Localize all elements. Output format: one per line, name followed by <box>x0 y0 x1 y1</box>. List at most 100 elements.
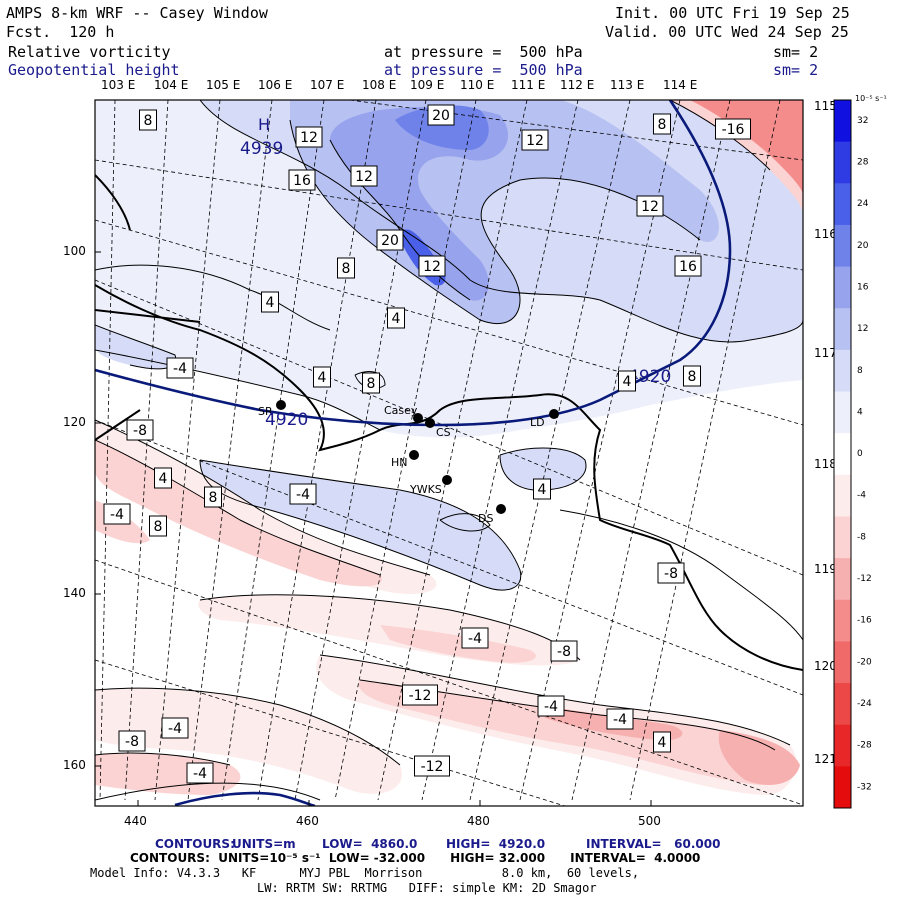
colorbar-swatch <box>834 183 851 226</box>
vort-label-box <box>149 515 167 537</box>
vort-label-box <box>533 478 551 500</box>
vort-label: 8 <box>144 113 153 129</box>
vort-label-box <box>337 257 355 279</box>
vort-label-box <box>418 255 446 277</box>
vort-label-box <box>657 562 685 584</box>
colorbar-level-label: -16 <box>857 616 872 626</box>
vort-label: -4 <box>468 631 482 647</box>
vort-fill-positive <box>395 105 489 150</box>
height-label: 4920 <box>265 410 308 430</box>
station-casey-dot <box>413 413 423 423</box>
station-ds-dot <box>496 504 506 514</box>
colorbar-swatch <box>834 391 851 434</box>
vort-label-box <box>537 695 565 717</box>
colorbar-swatch <box>834 308 851 351</box>
vort-label-box <box>139 109 157 131</box>
y-tick-label: 140 <box>63 586 86 600</box>
vort-label: 12 <box>423 259 441 275</box>
vort-fill-positive <box>95 325 176 369</box>
vort-label-box <box>376 229 404 251</box>
field1-name: Relative vorticity <box>8 43 171 61</box>
vort-label: -16 <box>722 122 745 138</box>
station-label-sr: SR <box>258 405 273 418</box>
colorbar-swatch <box>834 558 851 601</box>
colorbar-swatch <box>834 599 851 642</box>
vort-label-box <box>204 486 222 508</box>
vort-label: -8 <box>133 423 147 439</box>
y-tick-label: 100 <box>63 244 86 258</box>
station-ywks-dot <box>442 475 452 485</box>
plot-area: SR Casey CS LD HN YWKS DS 4939 4920 4920… <box>95 100 803 806</box>
lon-label: 107 E <box>310 78 345 92</box>
vort-label-box <box>653 113 671 135</box>
colorbar-unit: 10⁻⁵ s⁻¹ <box>855 94 887 103</box>
footer-physics-info: LW: RRTM SW: RRTMG DIFF: simple KM: 2D S… <box>257 881 597 895</box>
colorbar-level-label: -12 <box>857 574 872 584</box>
vort-label-box <box>350 165 378 187</box>
footer-height-low: LOW= 4860.0 <box>322 837 418 851</box>
valid-time: Valid. 00 UTC Wed 24 Sep 25 <box>605 23 849 41</box>
vort-label-box <box>683 365 701 387</box>
forecast-hour: Fcst. 120 h <box>6 23 115 41</box>
x-tick-label: 440 <box>124 814 147 828</box>
station-ld-dot <box>549 409 559 419</box>
vort-label-box <box>288 169 316 191</box>
station-sr-dot <box>276 400 286 410</box>
vort-label-box <box>103 503 131 525</box>
geopotential-contours <box>95 100 732 806</box>
station-label-ywks: YWKS <box>409 483 442 496</box>
colorbar-level-label: -8 <box>857 532 866 542</box>
vort-label: 8 <box>209 490 218 506</box>
vort-label: 12 <box>526 133 544 149</box>
colorbar-swatch <box>834 474 851 517</box>
footer-height-interval: INTERVAL= 60.000 <box>586 837 721 851</box>
colorbar-swatch <box>834 349 851 393</box>
station-label-casey: Casey <box>384 404 418 417</box>
vort-label: -4 <box>544 699 558 715</box>
colorbar-level-label: -32 <box>857 782 872 792</box>
vort-label: 8 <box>154 519 163 535</box>
vort-label-box <box>653 731 671 753</box>
vort-label: 16 <box>293 173 311 189</box>
colorbar-level-label: 0 <box>857 449 863 459</box>
station-label-ld: LD <box>530 416 545 429</box>
station-label-cs: CS <box>436 426 451 439</box>
lon-label: 109 E <box>410 78 445 92</box>
vort-label: -4 <box>168 721 182 737</box>
lon-label: 111 E <box>511 78 546 92</box>
vort-label: 8 <box>367 376 376 392</box>
colorbar-swatch <box>834 433 851 476</box>
colorbar-swatch <box>834 724 851 767</box>
vorticity-contours <box>95 100 803 801</box>
vort-label-box <box>166 357 194 379</box>
vort-label: 8 <box>688 369 697 385</box>
colorbar: 32 28 24 20 16 12 8 4 0 -4 -8 -12 -16 -20 -24 -28 -32 <box>833 99 872 809</box>
colorbar-level-label: 16 <box>857 282 869 292</box>
station-label-hn: HN <box>391 456 408 469</box>
vort-label-box <box>715 118 751 140</box>
field2-sm: sm= 2 <box>773 61 819 79</box>
vort-label: 4 <box>266 295 275 311</box>
vort-label: 12 <box>641 199 659 215</box>
graticule <box>95 100 803 806</box>
vort-label-box <box>461 627 489 649</box>
colorbar-level-label: 32 <box>857 116 868 126</box>
vort-label-box <box>126 419 154 441</box>
station-hn-dot <box>409 450 419 460</box>
vort-label-box <box>161 717 189 739</box>
vort-label: 4 <box>318 370 327 386</box>
colorbar-level-label: -28 <box>857 741 872 751</box>
vort-fill-negative <box>95 688 402 794</box>
vort-label: 4 <box>392 311 401 327</box>
vort-fill-positive <box>200 460 521 590</box>
field2-level: at pressure = 500 hPa <box>384 61 583 79</box>
colorbar-swatch <box>834 641 851 684</box>
y-ticks <box>95 251 652 806</box>
vort-label-box <box>618 370 636 392</box>
x-tick-label: 460 <box>296 814 319 828</box>
lon-label: 104 E <box>154 78 189 92</box>
footer-height-high: HIGH= 4920.0 <box>446 837 546 851</box>
vort-label: -4 <box>193 766 207 782</box>
vort-label-box <box>427 104 455 126</box>
